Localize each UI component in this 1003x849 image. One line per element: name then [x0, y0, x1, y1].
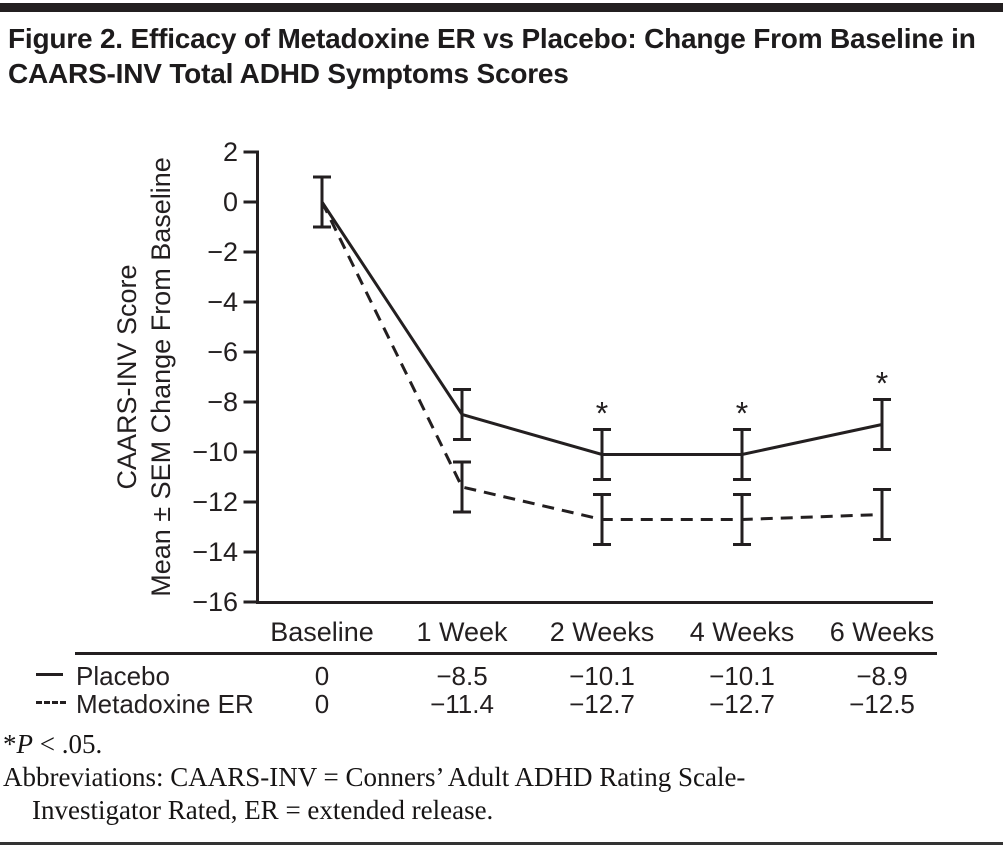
significance-footnote: *P < .05.	[3, 729, 102, 760]
x-tick-label: 1 Week	[416, 617, 508, 647]
y-axis-title-line1: CAARS-INV Score	[112, 264, 142, 489]
y-tick-label: 2	[223, 137, 238, 167]
table-cell: 0	[314, 689, 330, 719]
y-axis-title-line2: Mean ± SEM Change From Baseline	[146, 157, 176, 597]
table-cell: −8.9	[856, 661, 908, 691]
figure-title: Figure 2. Efficacy of Metadoxine ER vs P…	[8, 23, 976, 89]
top-rule	[0, 3, 1003, 12]
y-tick-label: −6	[207, 337, 238, 367]
y-tick-label: −8	[207, 387, 238, 417]
y-tick-label: −14	[192, 537, 238, 567]
x-tick-label: Baseline	[270, 617, 374, 647]
significance-condition: < .05.	[33, 729, 103, 759]
significance-symbol: *	[3, 729, 17, 759]
table-cell: −12.5	[849, 689, 915, 719]
table-cell: −11.4	[430, 689, 494, 719]
y-tick-label: −16	[192, 587, 238, 617]
placebo-solid-line-swatch	[36, 673, 63, 676]
significance-asterisk: *	[736, 396, 748, 432]
table-header-rule	[75, 652, 937, 655]
table-cell: −12.7	[569, 689, 635, 719]
bottom-rule	[0, 842, 1003, 845]
abbreviations-footnote-line1: Abbreviations: CAARS-INV = Conners’ Adul…	[3, 762, 746, 792]
table-cell: −12.7	[709, 689, 775, 719]
x-tick-label: 2 Weeks	[550, 617, 655, 647]
table-cell: −10.1	[709, 661, 775, 691]
table-cell: 0	[314, 661, 330, 691]
legend-label-metadoxine: Metadoxine ER	[76, 689, 254, 719]
abbreviations-footnote-line2: Investigator Rated, ER = extended releas…	[32, 795, 494, 825]
x-tick-label: 4 Weeks	[690, 617, 795, 647]
y-tick-label: −2	[207, 237, 238, 267]
p-value-label: P	[16, 729, 34, 759]
y-tick-label: 0	[223, 187, 238, 217]
x-tick-label: 6 Weeks	[830, 617, 935, 647]
metadoxine-dashed-line-swatch	[36, 701, 66, 704]
table-cell: −8.5	[436, 661, 488, 691]
legend-label-placebo: Placebo	[76, 661, 170, 691]
significance-asterisk: *	[876, 366, 888, 402]
table-cell: −10.1	[569, 661, 635, 691]
y-tick-label: −4	[207, 287, 238, 317]
y-tick-label: −12	[192, 487, 238, 517]
significance-asterisk: *	[596, 396, 608, 432]
y-tick-label: −10	[192, 437, 238, 467]
